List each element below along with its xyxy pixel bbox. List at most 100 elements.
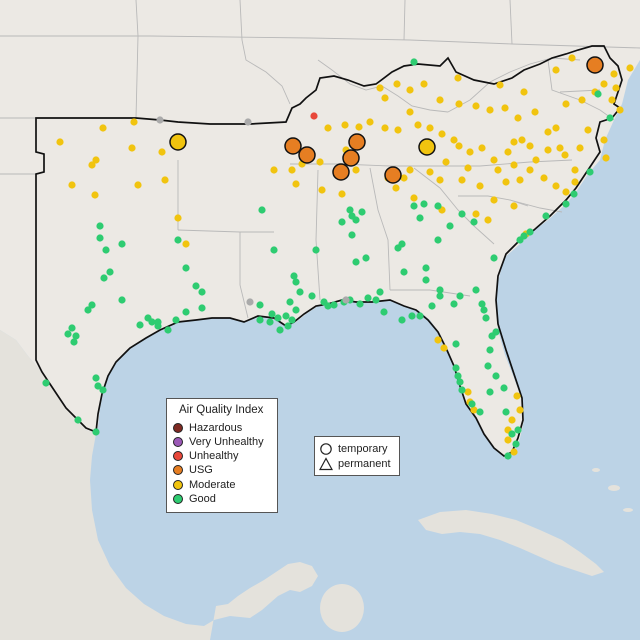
monitor-point-moderate[interactable] [466, 148, 474, 156]
monitor-point-moderate[interactable] [454, 74, 462, 82]
monitor-point-good[interactable] [380, 308, 388, 316]
monitor-point-moderate[interactable] [426, 168, 434, 176]
monitor-point-good[interactable] [174, 236, 182, 244]
monitor-point-good[interactable] [356, 300, 364, 308]
monitor-point-good[interactable] [330, 301, 338, 309]
monitor-point-moderate[interactable] [455, 142, 463, 150]
monitor-point-moderate[interactable] [376, 84, 384, 92]
monitor-point-moderate[interactable] [526, 142, 534, 150]
monitor-point-moderate[interactable] [464, 164, 472, 172]
monitor-point-moderate[interactable] [366, 118, 374, 126]
monitor-point-moderate[interactable] [612, 84, 620, 92]
monitor-point-moderate[interactable] [455, 100, 463, 108]
monitor-point-usg-temporary[interactable] [342, 149, 360, 167]
monitor-point-good[interactable] [446, 222, 454, 230]
monitor-point-good[interactable] [364, 294, 372, 302]
monitor-point-good[interactable] [434, 236, 442, 244]
monitor-point-moderate[interactable] [510, 202, 518, 210]
monitor-point-moderate[interactable] [464, 388, 472, 396]
monitor-point-good[interactable] [398, 316, 406, 324]
monitor-point-moderate[interactable] [486, 106, 494, 114]
monitor-point-moderate[interactable] [544, 146, 552, 154]
monitor-point-good[interactable] [72, 332, 80, 340]
monitor-point-good[interactable] [96, 234, 104, 242]
monitor-point-moderate[interactable] [440, 344, 448, 352]
monitor-point-usg-temporary[interactable] [348, 133, 366, 151]
monitor-point-no-data[interactable] [156, 116, 164, 124]
monitor-point-moderate[interactable] [571, 178, 579, 186]
monitor-point-good[interactable] [258, 206, 266, 214]
monitor-point-good[interactable] [290, 272, 298, 280]
monitor-point-moderate[interactable] [576, 144, 584, 152]
monitor-point-good[interactable] [452, 364, 460, 372]
monitor-point-good[interactable] [256, 316, 264, 324]
monitor-point-good[interactable] [106, 268, 114, 276]
monitor-point-good[interactable] [70, 338, 78, 346]
monitor-point-moderate[interactable] [514, 114, 522, 122]
monitor-point-good[interactable] [594, 90, 602, 98]
monitor-point-moderate[interactable] [502, 178, 510, 186]
monitor-point-usg-temporary[interactable] [298, 146, 316, 164]
monitor-point-moderate[interactable] [338, 190, 346, 198]
monitor-point-no-data[interactable] [244, 118, 252, 126]
monitor-point-moderate[interactable] [68, 181, 76, 189]
monitor-point-good[interactable] [192, 282, 200, 290]
monitor-point-moderate[interactable] [600, 80, 608, 88]
monitor-point-good[interactable] [520, 232, 528, 240]
monitor-point-good[interactable] [428, 302, 436, 310]
monitor-point-good[interactable] [586, 168, 594, 176]
monitor-point-moderate[interactable] [531, 108, 539, 116]
monitor-point-good[interactable] [296, 288, 304, 296]
monitor-point-moderate[interactable] [99, 124, 107, 132]
monitor-point-good[interactable] [502, 408, 510, 416]
monitor-point-good[interactable] [94, 382, 102, 390]
monitor-point-good[interactable] [268, 310, 276, 318]
monitor-point-good[interactable] [308, 292, 316, 300]
monitor-point-moderate[interactable] [562, 188, 570, 196]
monitor-point-moderate[interactable] [420, 80, 428, 88]
monitor-point-good[interactable] [136, 321, 144, 329]
monitor-point-good[interactable] [490, 254, 498, 262]
monitor-point-good[interactable] [468, 400, 476, 408]
monitor-point-good[interactable] [458, 386, 466, 394]
monitor-point-good[interactable] [470, 218, 478, 226]
monitor-point-moderate[interactable] [552, 66, 560, 74]
monitor-point-moderate[interactable] [476, 182, 484, 190]
monitor-point-good[interactable] [182, 308, 190, 316]
monitor-point-good[interactable] [454, 372, 462, 380]
monitor-point-moderate[interactable] [616, 106, 624, 114]
monitor-point-good[interactable] [486, 346, 494, 354]
monitor-point-good[interactable] [422, 264, 430, 272]
monitor-point-moderate[interactable] [381, 124, 389, 132]
monitor-point-moderate[interactable] [552, 124, 560, 132]
monitor-point-good[interactable] [68, 324, 76, 332]
monitor-point-unhealthy[interactable] [310, 112, 318, 120]
monitor-point-moderate[interactable] [540, 174, 548, 182]
monitor-point-moderate[interactable] [88, 161, 96, 169]
monitor-point-good[interactable] [154, 322, 162, 330]
monitor-point-moderate[interactable] [610, 70, 618, 78]
monitor-point-good[interactable] [570, 190, 578, 198]
monitor-point-moderate[interactable] [472, 102, 480, 110]
monitor-point-usg-temporary[interactable] [384, 166, 402, 184]
monitor-point-good[interactable] [100, 274, 108, 282]
monitor-point-moderate[interactable] [392, 184, 400, 192]
monitor-point-good[interactable] [486, 388, 494, 396]
monitor-point-moderate[interactable] [406, 166, 414, 174]
monitor-point-usg-temporary[interactable] [586, 56, 604, 74]
monitor-point-good[interactable] [456, 378, 464, 386]
monitor-point-moderate[interactable] [600, 136, 608, 144]
monitor-point-moderate[interactable] [584, 126, 592, 134]
monitor-point-usg-temporary[interactable] [284, 137, 302, 155]
monitor-point-good[interactable] [274, 314, 282, 322]
monitor-point-moderate[interactable] [562, 100, 570, 108]
monitor-point-moderate[interactable] [161, 176, 169, 184]
monitor-point-good[interactable] [452, 340, 460, 348]
monitor-point-moderate[interactable] [410, 194, 418, 202]
monitor-point-good[interactable] [286, 298, 294, 306]
monitor-point-good[interactable] [422, 276, 430, 284]
monitor-point-good[interactable] [292, 306, 300, 314]
monitor-point-moderate[interactable] [292, 180, 300, 188]
monitor-point-good[interactable] [526, 228, 534, 236]
monitor-point-good[interactable] [372, 296, 380, 304]
